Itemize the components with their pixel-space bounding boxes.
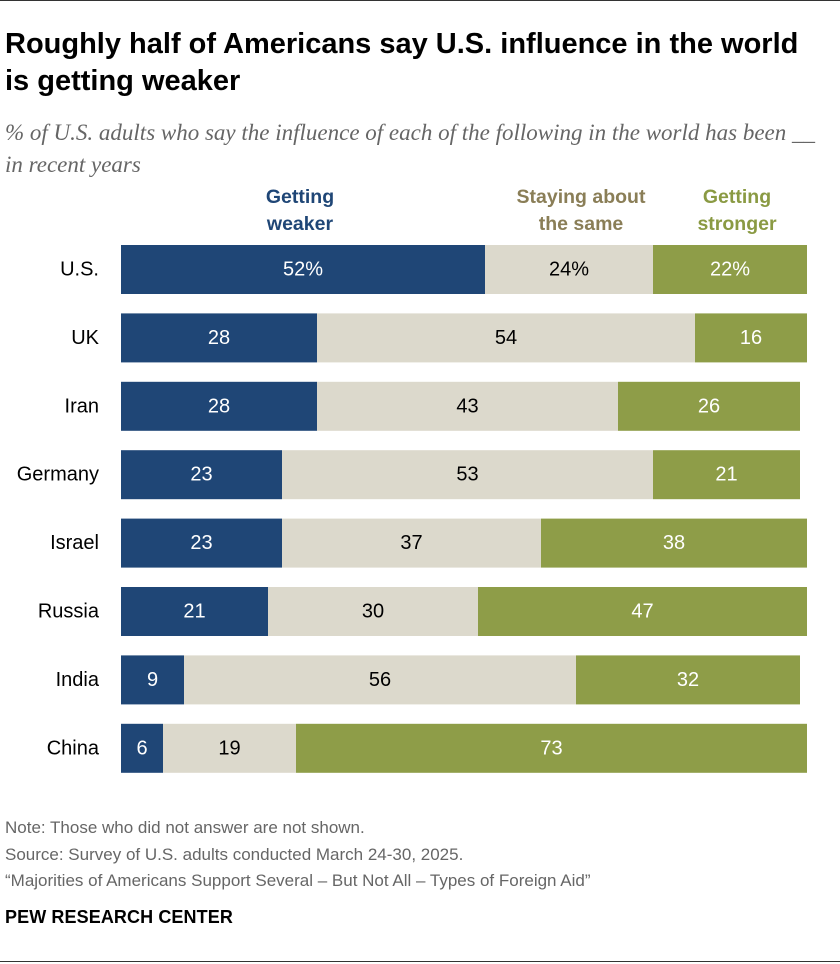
category-label-israel: Israel bbox=[50, 532, 99, 554]
note-text: Note: Those who did not answer are not s… bbox=[5, 818, 365, 837]
data-label-germany-series-2: 21 bbox=[715, 464, 737, 486]
bar-u-s-series-1 bbox=[485, 245, 653, 294]
bar-israel-series-0 bbox=[121, 518, 282, 568]
category-label-india: India bbox=[56, 669, 100, 691]
data-label-iran-series-1: 43 bbox=[456, 395, 478, 417]
bar-u-s-series-2 bbox=[653, 245, 807, 294]
data-label-uk-series-2: 16 bbox=[740, 327, 762, 349]
bar-germany-series-0 bbox=[121, 450, 282, 500]
bar-iran-series-2 bbox=[618, 381, 800, 431]
pew-logo-text: PEW RESEARCH CENTER bbox=[5, 907, 233, 927]
bar-india-series-1 bbox=[184, 655, 576, 705]
bar-russia-series-1 bbox=[268, 587, 478, 636]
bar-israel-series-2 bbox=[541, 518, 807, 568]
data-label-china-series-2: 73 bbox=[540, 737, 562, 759]
top-rule bbox=[0, 0, 840, 1]
bar-india-series-0 bbox=[121, 655, 184, 705]
data-label-russia-series-1: 30 bbox=[362, 601, 384, 623]
data-label-iran-series-2: 26 bbox=[698, 395, 720, 417]
data-label-india-series-0: 9 bbox=[147, 669, 158, 691]
legend-label-line2: weaker bbox=[266, 213, 334, 235]
bar-germany-series-1 bbox=[282, 450, 653, 500]
data-label-israel-series-2: 38 bbox=[663, 532, 685, 554]
legend-getting-stronger: Getting stronger bbox=[670, 184, 804, 238]
bar-germany-series-2 bbox=[653, 450, 800, 500]
bar-china-series-1 bbox=[163, 723, 296, 773]
data-label-uk-series-1: 54 bbox=[495, 327, 517, 349]
chart-subtitle: % of U.S. adults who say the influence o… bbox=[5, 120, 816, 177]
report-title-text: “Majorities of Americans Support Several… bbox=[5, 871, 591, 890]
data-label-u-s-series-1: 24% bbox=[549, 259, 589, 281]
bar-iran-series-0 bbox=[121, 381, 317, 431]
legend-label-line1: Getting bbox=[702, 186, 772, 208]
source-text: Source: Survey of U.S. adults conducted … bbox=[5, 845, 464, 864]
legend-label-line2: the same bbox=[538, 213, 624, 235]
bar-china-series-0 bbox=[121, 723, 163, 773]
category-label-iran: Iran bbox=[65, 395, 99, 417]
legend-label-line1: Staying about bbox=[516, 186, 646, 208]
bar-israel-series-1 bbox=[282, 518, 541, 568]
category-label-germany: Germany bbox=[17, 464, 99, 486]
legend-staying-same: Staying about the same bbox=[496, 184, 666, 238]
data-label-germany-series-0: 23 bbox=[190, 464, 212, 486]
data-label-china-series-1: 19 bbox=[218, 737, 240, 759]
bar-uk-series-1 bbox=[317, 313, 695, 363]
data-label-india-series-1: 56 bbox=[369, 669, 391, 691]
stacked-bar-chart: U.S. 52% 24% 22% UK 28 54 16 Iran 28 43 26 Germany 23… bbox=[17, 245, 807, 773]
bar-india-series-2 bbox=[576, 655, 800, 705]
category-label-u-s: U.S. bbox=[60, 259, 99, 281]
data-label-u-s-series-0: 52% bbox=[283, 259, 323, 281]
bar-china-series-2 bbox=[296, 723, 807, 773]
bottom-rule bbox=[0, 961, 840, 962]
bar-russia-series-2 bbox=[478, 587, 807, 636]
bar-russia-series-0 bbox=[121, 587, 268, 636]
legend-getting-weaker: Getting weaker bbox=[230, 184, 370, 238]
bar-uk-series-2 bbox=[695, 313, 807, 363]
category-label-china: China bbox=[47, 737, 100, 759]
data-label-israel-series-0: 23 bbox=[190, 532, 212, 554]
data-label-russia-series-0: 21 bbox=[183, 601, 205, 623]
chart-title: Roughly half of Americans say U.S. influ… bbox=[5, 28, 799, 97]
bar-uk-series-0 bbox=[121, 313, 317, 363]
data-label-israel-series-1: 37 bbox=[400, 532, 422, 554]
bar-iran-series-1 bbox=[317, 381, 618, 431]
category-label-russia: Russia bbox=[38, 601, 100, 623]
data-label-china-series-0: 6 bbox=[136, 737, 147, 759]
legend-label-line2: stronger bbox=[697, 213, 777, 235]
category-label-uk: UK bbox=[71, 327, 99, 349]
data-label-iran-series-0: 28 bbox=[208, 395, 230, 417]
data-label-germany-series-1: 53 bbox=[456, 464, 478, 486]
data-label-u-s-series-2: 22% bbox=[710, 259, 750, 281]
data-label-india-series-2: 32 bbox=[677, 669, 699, 691]
data-label-russia-series-2: 47 bbox=[631, 601, 653, 623]
data-label-uk-series-0: 28 bbox=[208, 327, 230, 349]
bar-u-s-series-0 bbox=[121, 245, 485, 294]
legend-label-line1: Getting bbox=[265, 186, 335, 208]
